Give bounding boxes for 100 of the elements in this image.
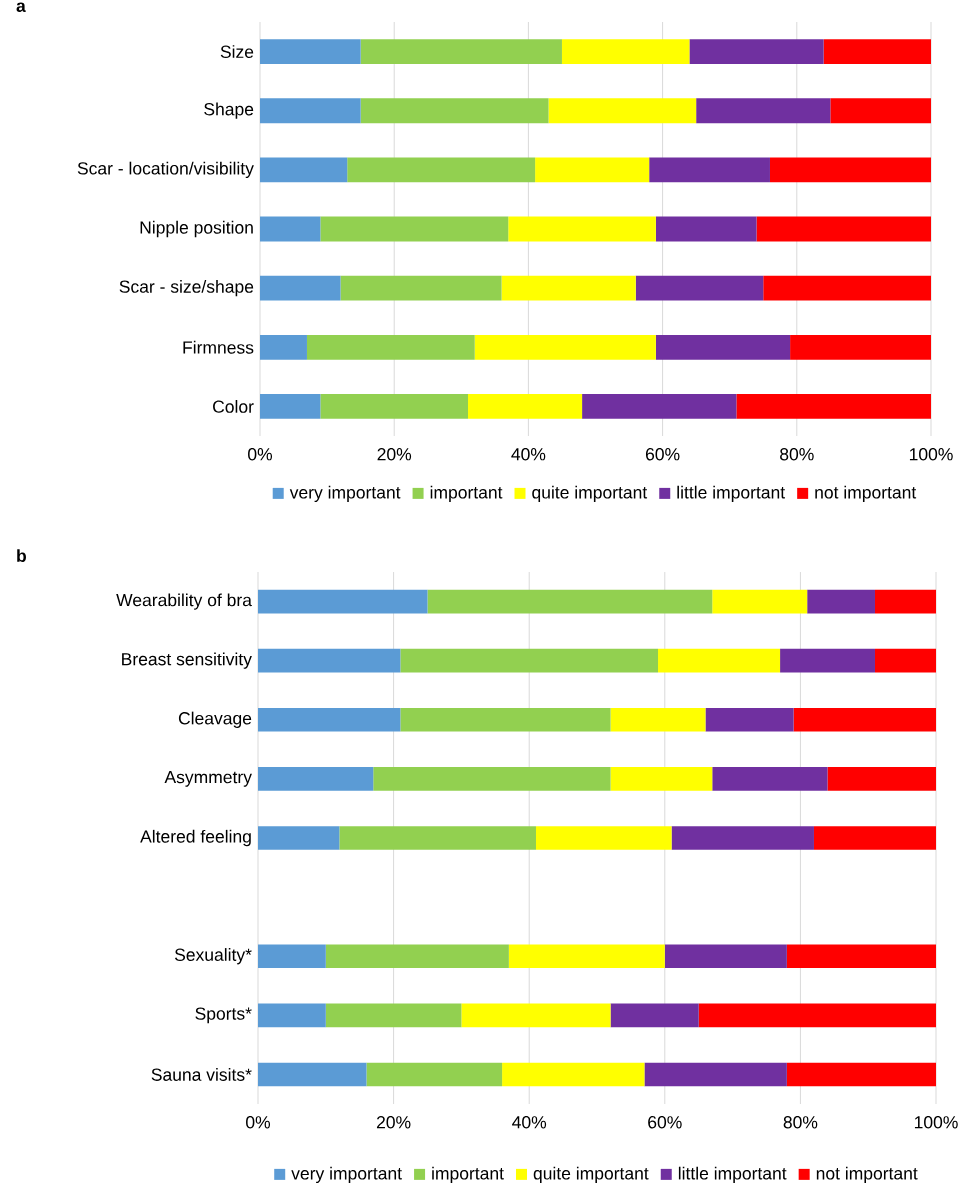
x-tick-label: 100% <box>909 448 953 461</box>
x-tick-label: 0% <box>246 1116 271 1129</box>
bar <box>260 157 348 183</box>
text: b <box>17 549 26 563</box>
bar <box>260 39 361 64</box>
bar <box>823 39 932 64</box>
bar <box>874 648 937 673</box>
bar <box>635 275 764 301</box>
bar <box>807 589 875 614</box>
bar <box>830 98 932 124</box>
y-tick-label: Cleavage <box>178 711 252 728</box>
bar <box>535 826 672 850</box>
bar <box>610 767 713 791</box>
bar <box>644 1062 787 1087</box>
y-tick-label: Asymmetry <box>164 771 252 787</box>
bar <box>258 767 374 791</box>
y-tick-label: Scar - size/shape <box>119 279 254 297</box>
legend-label: important <box>430 485 503 503</box>
bar <box>258 944 326 969</box>
bar <box>548 98 697 124</box>
bar <box>561 39 690 64</box>
bar <box>366 1062 503 1087</box>
bar <box>610 1003 699 1028</box>
bar <box>339 826 536 850</box>
bar <box>712 767 828 791</box>
bar <box>698 1003 937 1028</box>
x-tick-label: 100% <box>914 1116 958 1129</box>
x-tick-label: 20% <box>377 448 412 461</box>
y-tick-label: Wearability of bra <box>116 593 252 610</box>
bar <box>696 98 831 124</box>
bar <box>874 589 937 614</box>
bar <box>360 39 562 64</box>
bar <box>780 648 875 673</box>
bar <box>790 334 932 360</box>
bar <box>508 216 656 242</box>
bar <box>736 394 932 419</box>
bar <box>325 1003 462 1028</box>
bar <box>258 707 401 732</box>
bar <box>756 216 932 242</box>
text: a <box>16 2 26 12</box>
bar <box>671 826 814 850</box>
bar <box>502 1062 645 1087</box>
bar <box>712 589 808 614</box>
x-tick-label: 80% <box>780 448 814 461</box>
y-tick-label: Breast sensitivity <box>122 652 252 669</box>
bar <box>582 394 737 419</box>
x-tick-label: 40% <box>512 1116 547 1129</box>
bar <box>340 275 502 301</box>
bar <box>260 334 307 360</box>
legend-label: not important <box>816 1166 918 1184</box>
legend-label: very important <box>289 485 401 503</box>
bar <box>793 707 937 732</box>
bar <box>786 1062 937 1087</box>
y-tick-label: Nipple position <box>140 220 253 238</box>
x-tick-label: 80% <box>783 1116 818 1129</box>
x-tick-label: 60% <box>648 1116 682 1129</box>
bar <box>260 394 321 419</box>
bar <box>260 98 361 124</box>
legend-label: important <box>432 1166 504 1184</box>
bar <box>508 944 665 969</box>
bar <box>827 767 937 791</box>
legend-label: not important <box>815 485 917 503</box>
x-tick-label: 40% <box>511 448 546 461</box>
bar <box>655 334 791 360</box>
bar <box>769 157 932 183</box>
bar <box>260 216 321 242</box>
bar <box>258 1062 367 1087</box>
bar <box>610 707 706 732</box>
bar <box>689 39 824 64</box>
bar <box>373 767 611 791</box>
legend-label: little important <box>677 485 786 503</box>
bar <box>468 394 583 419</box>
y-tick-label: Shape <box>204 102 254 119</box>
legend-label: quite important <box>533 1166 649 1184</box>
y-tick-label: Sexuality* <box>174 948 252 965</box>
bar <box>658 648 781 673</box>
bar <box>260 275 341 301</box>
bar <box>400 707 611 732</box>
bar <box>400 648 659 673</box>
y-tick-label: Size <box>220 45 254 59</box>
bar <box>360 98 549 124</box>
bar <box>325 944 509 969</box>
bar <box>320 394 469 419</box>
bar <box>258 589 428 614</box>
bar <box>320 216 509 242</box>
bar <box>461 1003 611 1028</box>
bar <box>306 334 475 360</box>
bar <box>813 826 937 850</box>
bar <box>501 275 636 301</box>
x-tick-label: 0% <box>248 448 273 461</box>
y-tick-label: Scar - location/visibility <box>77 161 254 179</box>
bar <box>258 648 401 673</box>
bar <box>474 334 656 360</box>
bar <box>258 1003 326 1028</box>
bar <box>763 275 932 301</box>
y-tick-label: Sports* <box>195 1007 252 1024</box>
y-tick-label: Altered feeling <box>140 829 251 847</box>
y-tick-label: Firmness <box>183 340 254 354</box>
bar <box>664 944 787 969</box>
legend-label: little important <box>678 1166 787 1184</box>
